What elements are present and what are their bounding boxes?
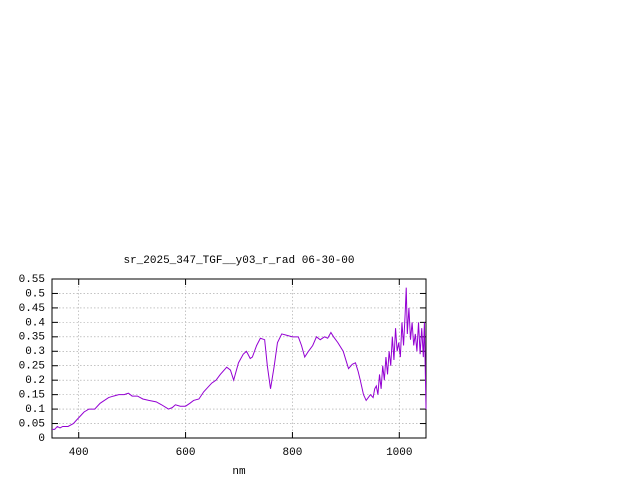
- x-axis-label: nm: [232, 466, 246, 478]
- y-tick-label: 0.15: [19, 390, 45, 402]
- y-tick-label: 0.05: [19, 418, 45, 430]
- y-tick-label: 0.1: [25, 404, 45, 416]
- y-tick-label: 0.35: [19, 332, 45, 344]
- y-tick-label: 0.45: [19, 303, 45, 315]
- chart-title: sr_2025_347_TGF__y03_r_rad 06-30-00: [123, 255, 354, 267]
- plot-border: [51, 278, 427, 439]
- y-tick-label: 0.2: [25, 375, 45, 387]
- y-tick-label: 0.5: [25, 288, 45, 300]
- x-tick-label: 400: [69, 447, 89, 459]
- x-tick-label: 1000: [386, 447, 412, 459]
- data-line: [52, 287, 427, 430]
- y-tick-label: 0.3: [25, 346, 45, 358]
- x-tick-label: 600: [176, 447, 196, 459]
- y-tick-label: 0.55: [19, 274, 45, 286]
- y-tick-label: 0.25: [19, 361, 45, 373]
- x-tick-label: 800: [283, 447, 303, 459]
- y-tick-label: 0: [38, 433, 45, 445]
- y-tick-label: 0.4: [25, 317, 45, 329]
